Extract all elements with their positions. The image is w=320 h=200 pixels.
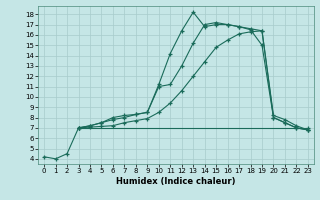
X-axis label: Humidex (Indice chaleur): Humidex (Indice chaleur) <box>116 177 236 186</box>
